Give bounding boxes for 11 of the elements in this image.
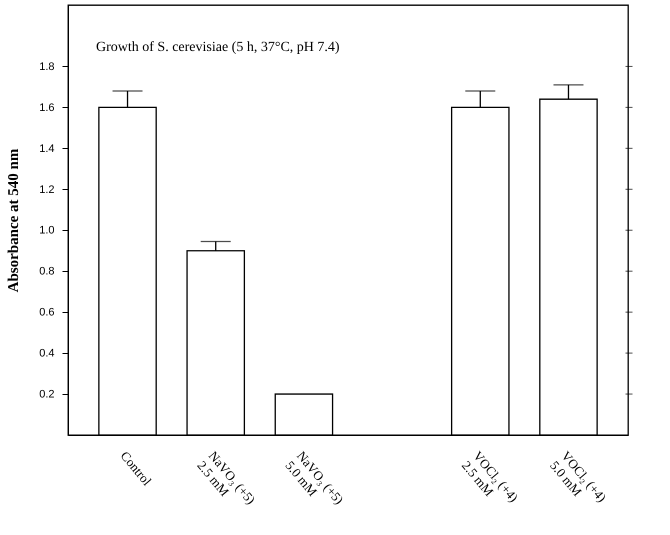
y-axis-title: Absorbance at 540 nm bbox=[6, 148, 22, 292]
y-tick-label: 1.0 bbox=[39, 224, 54, 237]
y-tick-label: 1.8 bbox=[39, 60, 54, 73]
y-tick-label: 0.8 bbox=[39, 266, 54, 278]
y-tick-label: 1.4 bbox=[39, 142, 54, 155]
y-tick-label: 1.2 bbox=[39, 184, 54, 196]
text: Growth of S. cerevisiae (5 h, 37°C, pH 7.4) bbox=[96, 40, 340, 55]
y-tick-label: 0.4 bbox=[39, 348, 54, 360]
y-tick-label: 0.2 bbox=[39, 388, 54, 401]
y-tick-label: 0.6 bbox=[39, 306, 54, 319]
y-tick-label: 1.6 bbox=[39, 102, 54, 114]
